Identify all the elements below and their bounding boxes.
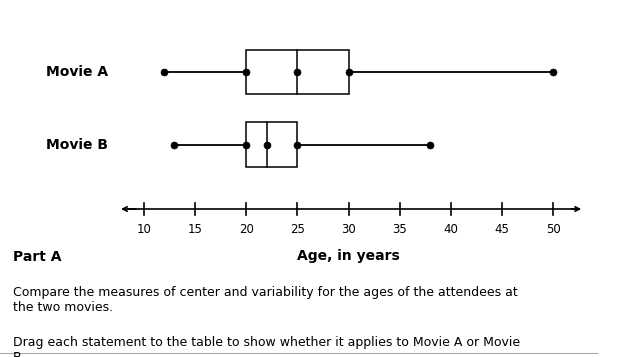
Text: Movie B: Movie B bbox=[46, 137, 109, 152]
Text: 40: 40 bbox=[443, 223, 458, 236]
Bar bbox=[246, 50, 349, 94]
Text: 35: 35 bbox=[392, 223, 407, 236]
Text: 15: 15 bbox=[188, 223, 202, 236]
Text: 50: 50 bbox=[546, 223, 561, 236]
Text: Drag each statement to the table to show whether it applies to Movie A or Movie
: Drag each statement to the table to show… bbox=[13, 336, 520, 357]
Text: Compare the measures of center and variability for the ages of the attendees at
: Compare the measures of center and varia… bbox=[13, 286, 517, 313]
Text: Movie A: Movie A bbox=[46, 65, 109, 79]
Text: Part A: Part A bbox=[13, 250, 61, 264]
Text: 30: 30 bbox=[341, 223, 356, 236]
Text: 45: 45 bbox=[495, 223, 509, 236]
Text: 10: 10 bbox=[136, 223, 151, 236]
Bar bbox=[246, 122, 297, 167]
Text: 20: 20 bbox=[239, 223, 254, 236]
Text: 25: 25 bbox=[290, 223, 305, 236]
Text: Age, in years: Age, in years bbox=[297, 249, 400, 263]
